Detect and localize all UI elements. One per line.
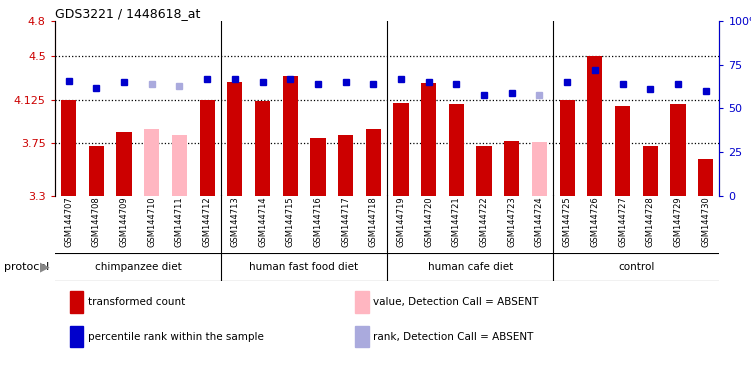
- Text: GSM144729: GSM144729: [674, 197, 683, 247]
- Text: GSM144727: GSM144727: [618, 197, 627, 247]
- Text: GSM144713: GSM144713: [231, 197, 240, 247]
- Text: GSM144728: GSM144728: [646, 197, 655, 247]
- Text: GSM144710: GSM144710: [147, 197, 156, 247]
- Bar: [366, 129, 381, 196]
- Bar: [394, 103, 409, 196]
- Bar: [116, 132, 131, 196]
- Bar: [559, 100, 575, 196]
- Text: GSM144722: GSM144722: [480, 197, 489, 247]
- Text: GSM144714: GSM144714: [258, 197, 267, 247]
- Text: GSM144712: GSM144712: [203, 197, 212, 247]
- Bar: [615, 106, 630, 196]
- Bar: [671, 104, 686, 196]
- Bar: [89, 146, 104, 196]
- Text: GSM144724: GSM144724: [535, 197, 544, 247]
- Bar: [338, 135, 353, 196]
- Text: ▶: ▶: [41, 261, 50, 274]
- Text: GSM144721: GSM144721: [452, 197, 461, 247]
- Text: rank, Detection Call = ABSENT: rank, Detection Call = ABSENT: [373, 332, 534, 342]
- Bar: [200, 100, 215, 196]
- Text: GDS3221 / 1448618_at: GDS3221 / 1448618_at: [55, 7, 201, 20]
- Text: human fast food diet: human fast food diet: [249, 262, 359, 272]
- Text: GSM144708: GSM144708: [92, 197, 101, 247]
- Bar: [532, 142, 547, 196]
- Text: GSM144716: GSM144716: [313, 197, 322, 247]
- Text: GSM144726: GSM144726: [590, 197, 599, 247]
- Text: GSM144719: GSM144719: [397, 197, 406, 247]
- Text: GSM144715: GSM144715: [285, 197, 294, 247]
- Text: GSM144723: GSM144723: [507, 197, 516, 247]
- Text: GSM144707: GSM144707: [64, 197, 73, 247]
- Text: human cafe diet: human cafe diet: [427, 262, 513, 272]
- Bar: [476, 146, 492, 196]
- Bar: [61, 100, 77, 196]
- Bar: [172, 135, 187, 196]
- Bar: [421, 83, 436, 196]
- Text: GSM144720: GSM144720: [424, 197, 433, 247]
- Text: value, Detection Call = ABSENT: value, Detection Call = ABSENT: [373, 297, 538, 307]
- Text: GSM144709: GSM144709: [119, 197, 128, 247]
- Bar: [698, 159, 713, 196]
- Text: transformed count: transformed count: [88, 297, 185, 307]
- Text: GSM144717: GSM144717: [341, 197, 350, 247]
- Text: GSM144730: GSM144730: [701, 197, 710, 247]
- Bar: [255, 101, 270, 196]
- Bar: [310, 137, 325, 196]
- Text: GSM144725: GSM144725: [562, 197, 572, 247]
- Text: chimpanzee diet: chimpanzee diet: [95, 262, 181, 272]
- Text: percentile rank within the sample: percentile rank within the sample: [88, 332, 264, 342]
- Bar: [144, 129, 159, 196]
- Bar: [587, 56, 602, 196]
- Text: GSM144711: GSM144711: [175, 197, 184, 247]
- Text: protocol: protocol: [4, 262, 49, 272]
- Bar: [504, 141, 520, 196]
- Text: control: control: [618, 262, 655, 272]
- Bar: [643, 146, 658, 196]
- Bar: [282, 76, 298, 196]
- Bar: [449, 104, 464, 196]
- Bar: [228, 82, 243, 196]
- Text: GSM144718: GSM144718: [369, 197, 378, 247]
